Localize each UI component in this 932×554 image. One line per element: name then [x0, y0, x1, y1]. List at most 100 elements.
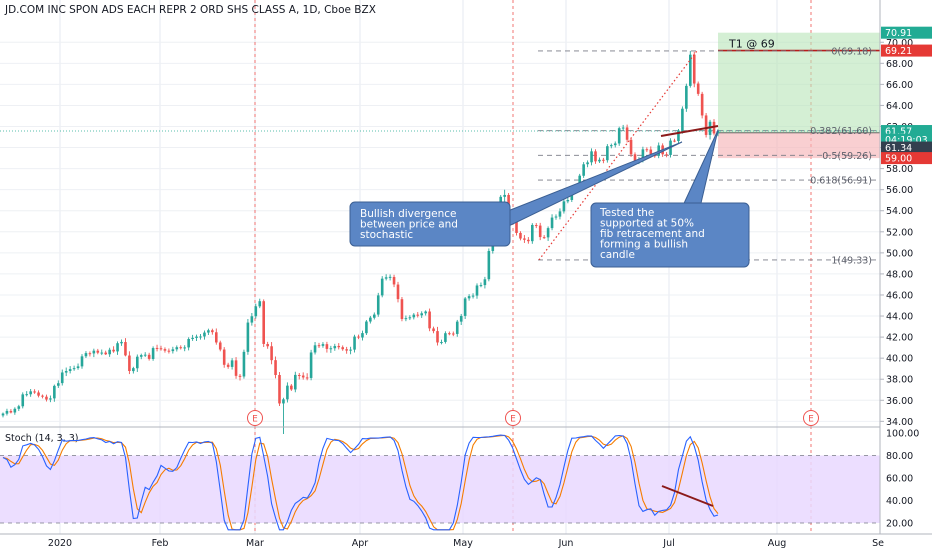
candle: [598, 159, 601, 162]
candle: [487, 250, 491, 280]
candle: [230, 360, 234, 367]
stochastic-tick-label: 80.00: [886, 451, 913, 462]
candle: [25, 394, 28, 396]
candle: [124, 342, 127, 356]
candle: [444, 333, 447, 342]
candle: [301, 375, 305, 378]
price-divergence-line: [660, 125, 719, 137]
earnings-marker-label: E: [808, 415, 814, 425]
candle: [329, 348, 333, 350]
candle: [527, 239, 530, 242]
candle: [199, 336, 202, 338]
candle: [704, 115, 708, 135]
candle: [685, 85, 688, 109]
candle: [183, 347, 186, 349]
candle: [282, 399, 285, 404]
stochastic-label: Stoch (14, 3, 3): [5, 433, 79, 444]
price-tick-label: 44.00: [886, 312, 913, 323]
candle: [629, 139, 633, 155]
candle: [621, 127, 625, 129]
candle: [139, 355, 143, 357]
candle: [207, 330, 210, 333]
candle: [5, 410, 9, 414]
callout-text: fib retracement and: [600, 228, 705, 240]
candle: [246, 322, 250, 352]
candle: [677, 130, 680, 142]
candle: [700, 93, 704, 116]
candle: [167, 350, 171, 352]
candle: [641, 149, 645, 160]
price-badge-label: 61.57: [885, 127, 912, 138]
candle: [325, 344, 329, 349]
candle: [369, 317, 372, 322]
candle: [542, 237, 546, 239]
price-tick-label: 58.00: [886, 164, 913, 175]
candle: [689, 54, 692, 86]
candle: [163, 349, 167, 351]
earnings-marker: [505, 410, 521, 426]
candle: [37, 392, 40, 396]
candle: [625, 127, 629, 140]
candle: [294, 374, 297, 390]
candle: [566, 199, 570, 202]
price-badge: [881, 125, 932, 138]
candle: [365, 321, 368, 334]
callout-box: [349, 201, 511, 247]
candle: [191, 337, 194, 339]
candle: [64, 371, 68, 373]
candle: [254, 306, 258, 317]
candle: [353, 336, 356, 350]
candle: [317, 345, 321, 347]
candle: [471, 295, 475, 297]
fib-level-label: 1(49.33): [831, 255, 872, 266]
candle: [171, 349, 175, 352]
stochastic-tick-label: 20.00: [886, 519, 913, 530]
candle: [692, 54, 696, 84]
candle: [274, 360, 277, 376]
callout-text: supported at 50%: [600, 218, 694, 230]
candle: [266, 344, 269, 347]
time-tick-label: Apr: [352, 538, 369, 549]
candle: [297, 375, 301, 377]
candle: [396, 284, 400, 300]
candle: [463, 298, 467, 316]
time-tick-label: 2020: [48, 538, 72, 549]
candle: [392, 276, 396, 285]
candle: [613, 143, 617, 146]
price-tick-label: 56.00: [886, 185, 913, 196]
candle: [459, 315, 463, 322]
candle: [60, 372, 64, 384]
candle: [617, 128, 621, 144]
price-tick-label: 38.00: [886, 375, 913, 386]
candle: [562, 201, 566, 212]
candle: [507, 194, 510, 211]
candle: [309, 352, 313, 378]
fib-level-label: 0.618(56.91): [810, 176, 872, 187]
callout-text: candle: [600, 249, 635, 261]
candle: [432, 328, 435, 332]
candle: [345, 349, 348, 351]
candle: [373, 314, 376, 318]
stochastic-tick-label: 100.00: [886, 429, 919, 440]
candle: [211, 330, 214, 333]
candle: [242, 351, 246, 377]
candle: [49, 398, 52, 400]
candle: [594, 151, 597, 162]
candle: [17, 406, 21, 409]
candle: [388, 276, 392, 278]
candle: [602, 159, 605, 161]
price-tick-label: 46.00: [886, 290, 913, 301]
candle: [1, 413, 5, 416]
chart-title: JD.COM INC SPON ADS EACH REPR 2 ORD SHS …: [4, 4, 376, 16]
candle: [13, 408, 17, 413]
candle: [408, 317, 412, 319]
price-badge-label: 04:19:03: [885, 135, 928, 146]
candle: [665, 154, 668, 156]
candle: [590, 151, 593, 163]
candle: [45, 396, 48, 400]
candle: [448, 333, 451, 335]
candle: [195, 336, 198, 338]
candle: [503, 194, 506, 197]
